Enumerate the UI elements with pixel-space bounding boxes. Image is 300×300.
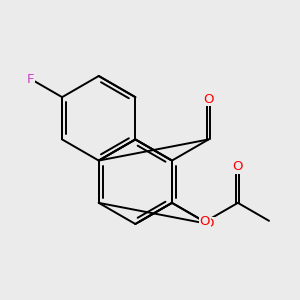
Text: O: O	[232, 160, 243, 173]
Text: O: O	[200, 215, 210, 228]
Text: O: O	[203, 218, 214, 230]
Text: O: O	[203, 93, 214, 106]
Text: F: F	[27, 73, 35, 86]
